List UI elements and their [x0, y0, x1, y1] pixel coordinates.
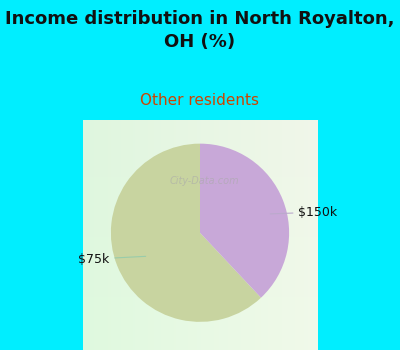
Text: Income distribution in North Royalton,
OH (%): Income distribution in North Royalton, O… — [5, 10, 395, 51]
Text: Other residents: Other residents — [140, 93, 260, 108]
Text: $150k: $150k — [270, 205, 338, 219]
Wedge shape — [200, 144, 289, 298]
Wedge shape — [111, 144, 261, 322]
Text: $75k: $75k — [78, 252, 146, 266]
Text: City-Data.com: City-Data.com — [170, 176, 240, 186]
